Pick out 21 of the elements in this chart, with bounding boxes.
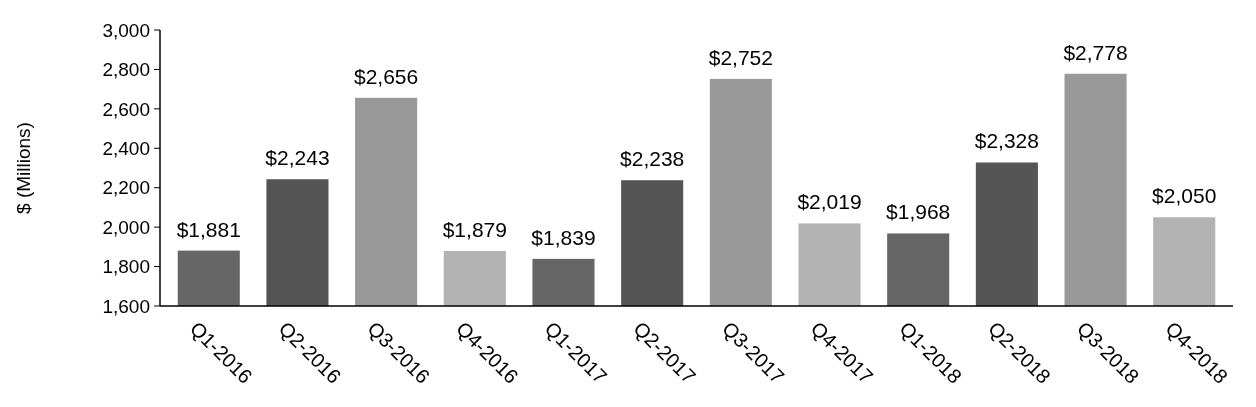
y-tick-label: 2,600 [102,98,150,120]
data-label: $2,019 [797,190,862,214]
data-label: $2,243 [265,146,330,170]
data-label: $1,839 [531,225,596,249]
y-tick-label: 2,200 [102,177,150,199]
y-axis-title: $ (Millions) [13,122,34,214]
data-label: $2,238 [620,147,685,171]
data-label: $2,752 [708,45,773,69]
data-label: $2,778 [1063,40,1128,64]
data-label: $2,656 [354,64,419,88]
y-tick-label: 1,600 [102,295,150,317]
y-tick-label: 3,000 [102,19,150,41]
data-label: $2,328 [974,129,1039,153]
y-tick-label: 2,000 [102,216,150,238]
y-tick-label: 2,400 [102,137,150,159]
y-tick-label: 1,800 [102,256,150,278]
data-label: $1,881 [176,217,241,241]
y-tick-label: 2,800 [102,59,150,81]
data-label: $1,968 [886,200,951,224]
data-label: $1,879 [442,218,507,241]
data-label: $2,050 [1152,184,1217,208]
